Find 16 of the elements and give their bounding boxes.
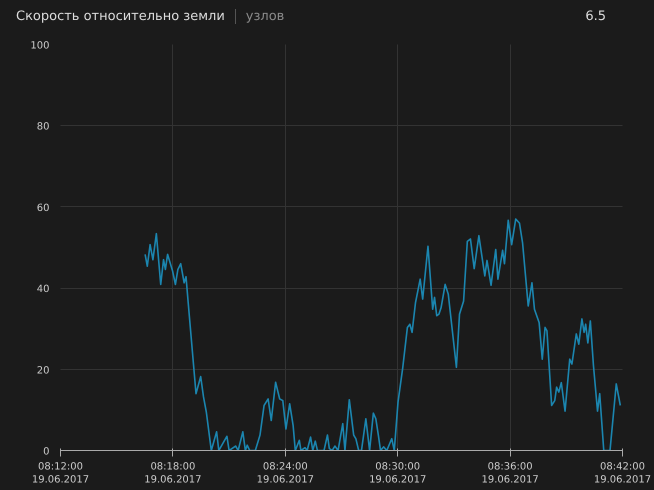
x-tick-label: 08:12:00 19.06.2017 bbox=[32, 462, 90, 486]
y-tick-label: 60 bbox=[36, 202, 50, 214]
y-tick-label: 100 bbox=[30, 40, 50, 52]
x-tick-label: 08:18:00 19.06.2017 bbox=[144, 462, 202, 486]
chart-title: Скорость относительно земли bbox=[16, 9, 225, 24]
x-tick-label: 08:24:00 19.06.2017 bbox=[256, 462, 314, 486]
text: 6.5 bbox=[585, 8, 606, 26]
y-tick-label: 40 bbox=[36, 284, 50, 296]
y-tick-label: 0 bbox=[43, 446, 50, 458]
chart-subtitle: узлов bbox=[234, 9, 284, 24]
y-tick-label: 80 bbox=[36, 122, 50, 133]
line-series bbox=[144, 218, 622, 450]
y-tick-label: 20 bbox=[36, 365, 50, 376]
x-tick-label: 08:42:00 19.06.2017 bbox=[594, 462, 652, 486]
x-tick-label: 08:36:00 19.06.2017 bbox=[481, 462, 539, 486]
x-tick-label: 08:30:00 19.06.2017 bbox=[369, 462, 426, 486]
